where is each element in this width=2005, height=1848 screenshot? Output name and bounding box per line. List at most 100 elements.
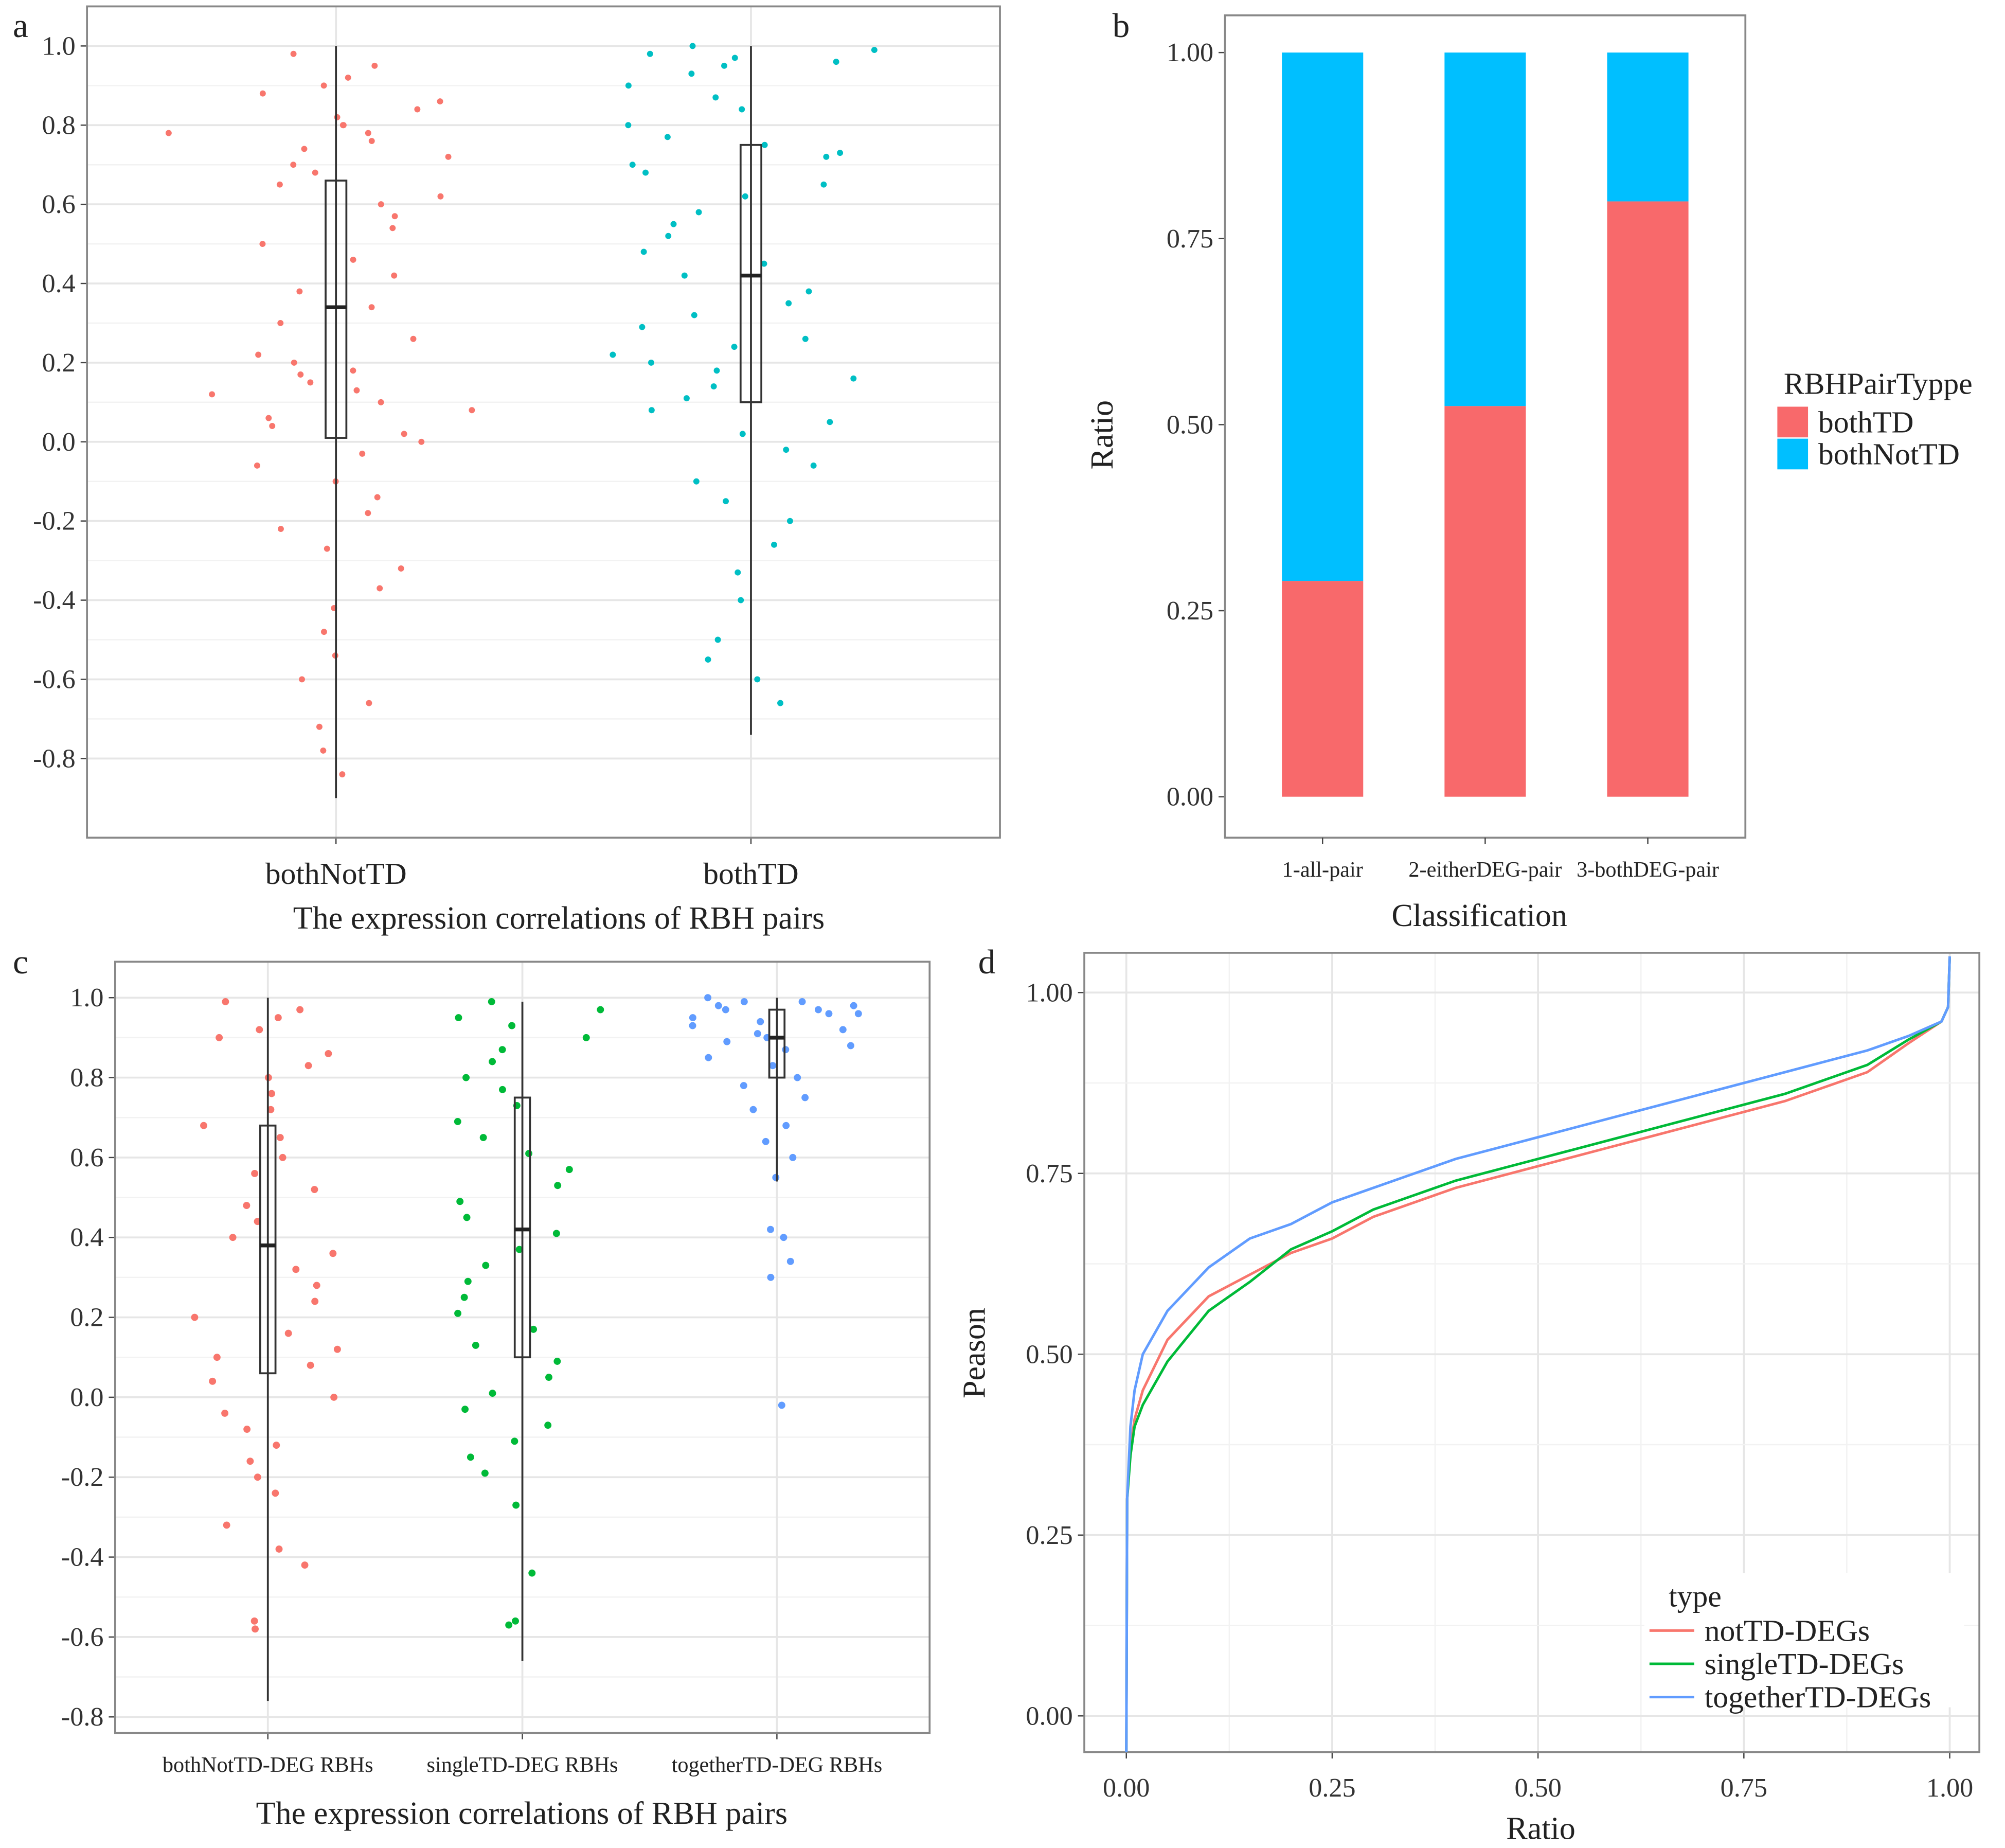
point bbox=[316, 723, 323, 730]
point bbox=[850, 1002, 857, 1009]
point bbox=[723, 498, 729, 505]
point bbox=[688, 70, 695, 77]
legend-label: singleTD-DEGs bbox=[1705, 1647, 1904, 1681]
point bbox=[365, 130, 371, 136]
point bbox=[213, 1354, 221, 1361]
point bbox=[625, 82, 632, 89]
y-tick-label: 0.00 bbox=[1167, 782, 1213, 812]
point bbox=[712, 94, 719, 101]
point bbox=[464, 1277, 472, 1285]
point bbox=[761, 141, 768, 148]
point bbox=[290, 162, 297, 168]
point bbox=[274, 1014, 282, 1022]
point bbox=[460, 1293, 468, 1301]
x-tick-label: bothNotTD bbox=[265, 857, 407, 891]
point bbox=[307, 379, 314, 386]
point bbox=[324, 545, 330, 552]
y-tick-label: -0.4 bbox=[33, 585, 76, 615]
point bbox=[854, 1010, 862, 1018]
point bbox=[268, 1090, 276, 1097]
y-tick-label: 0.50 bbox=[1026, 1339, 1072, 1369]
point bbox=[371, 62, 378, 69]
point bbox=[165, 130, 172, 136]
point bbox=[276, 1134, 284, 1142]
y-tick-label: -0.8 bbox=[33, 743, 76, 773]
point bbox=[463, 1214, 471, 1221]
y-tick-label: 0.0 bbox=[42, 427, 76, 457]
point bbox=[553, 1358, 561, 1365]
x-tick-label: singleTD-DEG RBHs bbox=[427, 1753, 618, 1777]
point bbox=[489, 1390, 496, 1397]
point bbox=[786, 518, 793, 524]
y-tick-label: -0.2 bbox=[33, 506, 76, 536]
box bbox=[768, 1008, 786, 1079]
y-tick-label: 0.8 bbox=[42, 110, 76, 140]
point bbox=[642, 169, 649, 176]
point bbox=[209, 391, 216, 398]
point bbox=[461, 1406, 469, 1413]
point bbox=[693, 478, 700, 485]
point bbox=[216, 1034, 223, 1041]
point bbox=[374, 494, 381, 501]
point bbox=[582, 1034, 590, 1041]
point bbox=[767, 1225, 774, 1233]
point bbox=[689, 43, 696, 49]
point bbox=[254, 462, 260, 469]
point bbox=[255, 351, 262, 358]
point bbox=[389, 225, 396, 232]
point bbox=[721, 62, 727, 69]
point bbox=[368, 304, 375, 311]
point bbox=[279, 1153, 287, 1161]
point bbox=[269, 423, 276, 429]
point bbox=[629, 162, 636, 168]
point bbox=[850, 375, 857, 382]
y-tick-label: 0.0 bbox=[70, 1382, 103, 1412]
legend-key bbox=[1777, 438, 1809, 470]
plot-border bbox=[114, 961, 931, 1734]
point bbox=[782, 1046, 790, 1054]
box bbox=[513, 1096, 531, 1359]
point bbox=[837, 150, 844, 156]
point bbox=[731, 344, 738, 350]
point bbox=[802, 335, 809, 342]
point bbox=[664, 134, 671, 140]
point bbox=[511, 1437, 518, 1445]
point bbox=[345, 74, 351, 81]
point bbox=[401, 431, 407, 437]
point bbox=[297, 371, 304, 378]
point bbox=[320, 629, 327, 635]
point bbox=[243, 1426, 251, 1433]
point bbox=[722, 1006, 729, 1014]
point bbox=[505, 1621, 513, 1629]
point bbox=[312, 169, 318, 176]
x-tick-label: 3-bothDEG-pair bbox=[1577, 858, 1719, 882]
point bbox=[508, 1022, 516, 1029]
point bbox=[754, 1030, 761, 1038]
point bbox=[259, 241, 266, 247]
point bbox=[418, 438, 425, 445]
point bbox=[273, 1442, 280, 1449]
point bbox=[742, 193, 748, 200]
point bbox=[670, 221, 677, 227]
y-tick-label: -0.2 bbox=[61, 1462, 104, 1492]
point bbox=[740, 1082, 747, 1090]
y-tick-label: -0.8 bbox=[61, 1702, 104, 1732]
point bbox=[488, 998, 495, 1005]
point bbox=[325, 1050, 332, 1057]
point bbox=[209, 1377, 217, 1385]
point bbox=[467, 1453, 474, 1461]
point bbox=[299, 676, 305, 683]
point bbox=[191, 1313, 199, 1321]
point bbox=[277, 319, 284, 326]
point bbox=[740, 998, 748, 1005]
point bbox=[512, 1617, 519, 1625]
point bbox=[277, 526, 284, 532]
x-axis-title: Classification bbox=[1391, 898, 1567, 933]
box bbox=[259, 1124, 277, 1375]
point bbox=[825, 1010, 833, 1018]
point bbox=[761, 260, 767, 267]
point bbox=[455, 1014, 462, 1022]
point bbox=[339, 122, 346, 129]
line bbox=[1125, 956, 1952, 1752]
y-tick-label: 0.00 bbox=[1026, 1701, 1072, 1731]
